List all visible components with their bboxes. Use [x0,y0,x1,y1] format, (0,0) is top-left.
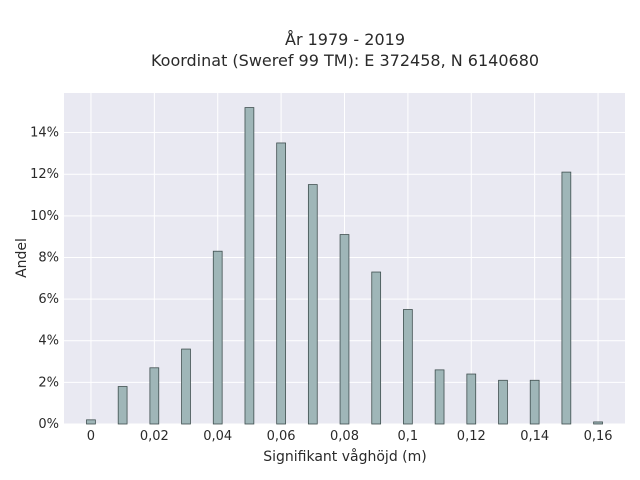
y-tick-label: 8% [38,250,59,265]
y-tick-label: 12% [30,167,59,182]
bar [307,184,318,425]
x-tick-label: 0,16 [584,429,613,444]
y-tick-label: 0% [38,417,59,432]
bar [276,142,286,425]
x-tick-labels: 0 0,02 0,04 0,06 0,08 0,1 0,12 0,14 0,16 [87,429,613,444]
bar [244,107,255,425]
bar [181,348,191,425]
bar [371,271,382,425]
bar [434,369,445,425]
x-tick-label: 0,14 [520,429,549,444]
bar [593,421,603,425]
y-tick-label: 14% [30,126,59,141]
y-tick-label: 4% [38,334,59,349]
chart-title-line2: Koordinat (Sweref 99 TM): E 372458, N 61… [151,51,539,70]
bars [86,107,603,425]
x-tick-label: 0,1 [398,429,419,444]
bar [403,309,413,425]
y-tick-labels: 0% 2% 4% 6% 8% 10% 12% 14% [30,126,59,432]
x-tick-label: 0,06 [267,429,296,444]
x-tick-label: 0,04 [203,429,232,444]
y-tick-label: 2% [38,375,59,390]
x-tick-label: 0,12 [457,429,486,444]
x-tick-label: 0,08 [330,429,359,444]
bar [86,419,96,425]
bar [149,367,160,425]
x-tick-label: 0,02 [140,429,169,444]
bar [466,373,477,425]
y-tick-label: 10% [30,209,59,224]
x-axis-label: Signifikant våghöjd (m) [263,448,426,465]
bar [117,386,128,425]
y-axis-label: Andel [14,238,30,278]
y-tick-label: 6% [38,292,59,307]
x-tick-label: 0 [87,429,95,444]
bar [561,171,572,425]
bar [498,379,508,425]
bar [529,379,540,425]
chart-title-line1: År 1979 - 2019 [285,30,405,49]
bar [339,234,350,425]
bar [212,250,223,425]
